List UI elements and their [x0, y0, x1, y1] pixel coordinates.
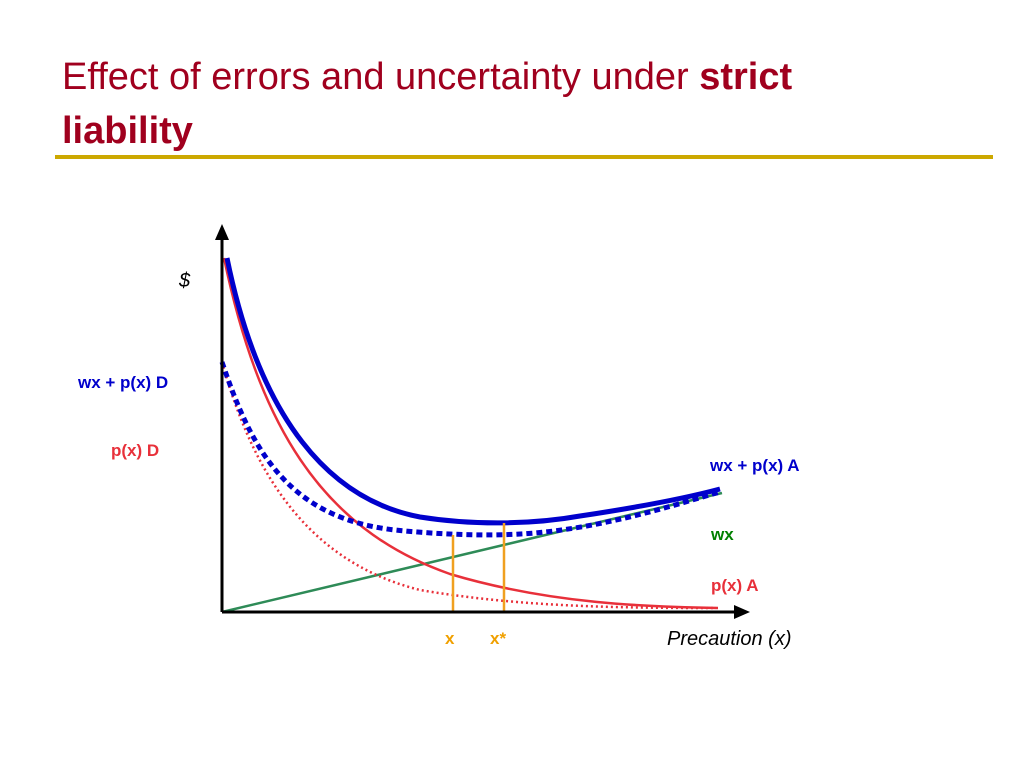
x-axis-arrow-icon — [734, 605, 750, 619]
total-cost-perceived-curve — [219, 361, 721, 538]
expected-loss-actual-label: p(x) A — [711, 576, 759, 595]
y-axis-arrow-icon — [215, 224, 229, 240]
title-text: Effect of errors and uncertainty under — [62, 56, 700, 98]
x-axis-label: Precaution (x) — [667, 628, 792, 650]
title-bold-liability: liability — [62, 110, 193, 152]
title-bold-strict: strict — [699, 56, 793, 98]
slide-title: Effect of errors and uncertainty under s… — [62, 50, 1002, 158]
expected-loss-perceived-curve — [220, 361, 717, 610]
y-axis-label: $ — [178, 270, 191, 292]
expected-loss-perceived-label: p(x) D — [111, 441, 159, 460]
total-cost-perceived-label: wx + p(x) D — [77, 373, 168, 392]
x-star-marker-label: x* — [490, 629, 506, 648]
expected-loss-actual-curve — [222, 257, 719, 610]
precaution-cost-label: wx — [710, 525, 734, 544]
title-underline — [55, 155, 993, 159]
total-cost-actual-label: wx + p(x) A — [709, 456, 800, 475]
total-cost-actual-curve — [224, 257, 721, 526]
x-marker-label: x — [445, 629, 455, 648]
